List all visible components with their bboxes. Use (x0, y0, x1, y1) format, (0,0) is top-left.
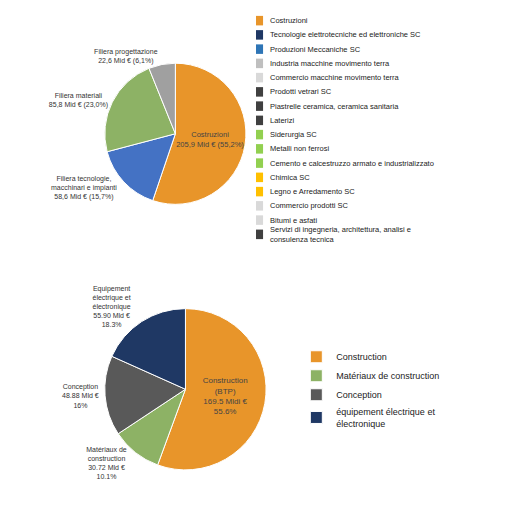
svg-text:Cemento e calcestruzzo armato: Cemento e calcestruzzo armato e industri… (270, 159, 434, 168)
svg-text:Commercio prodotti SC: Commercio prodotti SC (270, 201, 349, 210)
svg-text:Conception48.88 Mld €16%: Conception48.88 Mld €16% (62, 383, 99, 408)
svg-text:Matériaux deconstruction30.72: Matériaux deconstruction30.72 Mld €10.1% (86, 446, 127, 480)
svg-text:Bitumi e asfati: Bitumi e asfati (270, 216, 317, 225)
svg-text:Prodotti vetrari SC: Prodotti vetrari SC (270, 87, 332, 96)
svg-text:Metalli non ferrosi: Metalli non ferrosi (270, 144, 330, 153)
svg-text:Filiera materiali85,8 Mid € (2: Filiera materiali85,8 Mid € (23,0%) (49, 92, 108, 109)
svg-text:Conception: Conception (336, 390, 382, 400)
svg-text:Produzioni Meccaniche SC: Produzioni Meccaniche SC (270, 45, 361, 54)
svg-text:Matériaux de construction: Matériaux de construction (336, 371, 439, 381)
svg-text:Laterizi: Laterizi (270, 116, 295, 125)
svg-text:Filiera progettazione22,6 Mid: Filiera progettazione22,6 Mid € (6,1%) (94, 48, 158, 65)
svg-text:Siderurgia SC: Siderurgia SC (270, 130, 317, 139)
svg-text:Construction(BTP)169.5 Mldi €5: Construction(BTP)169.5 Mldi €55.6% (203, 376, 248, 416)
svg-text:équipement électrique etélectr: équipement électrique etélectronique (336, 407, 435, 429)
svg-text:Commercio macchine movimento t: Commercio macchine movimento terra (270, 73, 400, 82)
svg-text:Equipementélectrique etélectro: Equipementélectrique etélectronique55.90… (92, 285, 130, 328)
svg-text:Piastrelle ceramica, ceramica: Piastrelle ceramica, ceramica sanitaria (270, 102, 399, 111)
svg-text:Filiera tecnologie,macchinari: Filiera tecnologie,macchinari e impianti… (51, 175, 117, 201)
svg-text:Construction: Construction (336, 352, 387, 362)
svg-text:Costruzioni205,9 Mid € (55,2%): Costruzioni205,9 Mid € (55,2%) (176, 130, 244, 149)
svg-text:Costruzioni: Costruzioni (270, 16, 308, 25)
svg-text:Chimica SC: Chimica SC (270, 173, 310, 182)
svg-text:Tecnologie elettrotecniche ed: Tecnologie elettrotecniche ed elettronic… (270, 30, 421, 39)
svg-text:Servizi di ingegneria, archite: Servizi di ingegneria, architettura, ana… (270, 225, 411, 244)
svg-text:Industria macchine movimento t: Industria macchine movimento terra (270, 59, 390, 68)
svg-text:Legno e Arredamento SC: Legno e Arredamento SC (270, 187, 355, 196)
